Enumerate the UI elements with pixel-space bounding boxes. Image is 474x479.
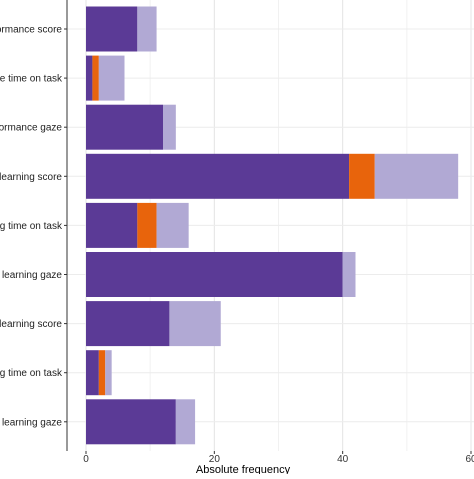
y-tick-label: …ing time on task [0,368,63,379]
bar-segment-series-1 [86,153,350,199]
bar-segment-series-1 [86,399,176,445]
bar-layer [86,6,459,445]
bar-segment-series-3 [175,399,196,445]
bar-segment-series-3 [98,55,125,101]
x-tick-label: 20 [209,454,221,465]
y-tick-label: …e learning gaze [0,270,62,281]
bar-segment-series-2 [137,202,157,248]
bar-segment-series-1 [86,55,93,101]
bar-segment-series-3 [342,252,356,297]
bar-segment-series-1 [86,104,163,150]
bar-segment-series-1 [86,6,138,52]
bar-segment-series-3 [163,104,176,150]
y-tick-label: …nce time on task [0,74,63,85]
bar-segment-series-1 [86,202,138,248]
bar-segment-series-2 [349,153,375,199]
label-layer: Absolute frequency …erformance score …nce… [0,25,474,477]
bar-segment-series-3 [137,6,157,52]
y-tick-label: …erformance score [0,25,62,36]
x-tick-label: 0 [83,454,89,465]
x-tick-label: 60 [465,454,474,465]
x-tick-label: 40 [337,454,349,465]
bar-segment-series-2 [98,350,106,396]
bar-segment-series-1 [86,350,99,396]
bar-segment-series-1 [86,252,343,297]
bar-segment-series-2 [92,55,99,101]
y-tick-label: …erformance gaze [0,123,62,134]
bar-segment-series-3 [169,301,221,347]
y-tick-label: …e learning score [0,172,62,183]
bar-segment-series-3 [374,153,459,199]
y-tick-label: …ed learning gaze [0,417,62,428]
bar-segment-series-1 [86,301,170,347]
bar-segment-series-3 [105,350,112,396]
bar-segment-series-3 [156,202,189,248]
y-tick-label: …d learning score [0,319,62,330]
y-tick-label: …ing time on task [0,221,63,232]
x-axis-title: Absolute frequency [196,464,291,474]
